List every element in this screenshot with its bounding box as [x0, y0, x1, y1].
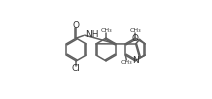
Text: N: N [132, 56, 139, 65]
Text: NH: NH [85, 30, 99, 39]
Text: O: O [73, 21, 80, 30]
Text: CH₃: CH₃ [121, 60, 132, 65]
Text: CH₃: CH₃ [100, 29, 112, 33]
Text: Cl: Cl [72, 64, 81, 72]
Text: O: O [131, 34, 138, 43]
Text: CH₃: CH₃ [129, 29, 141, 33]
